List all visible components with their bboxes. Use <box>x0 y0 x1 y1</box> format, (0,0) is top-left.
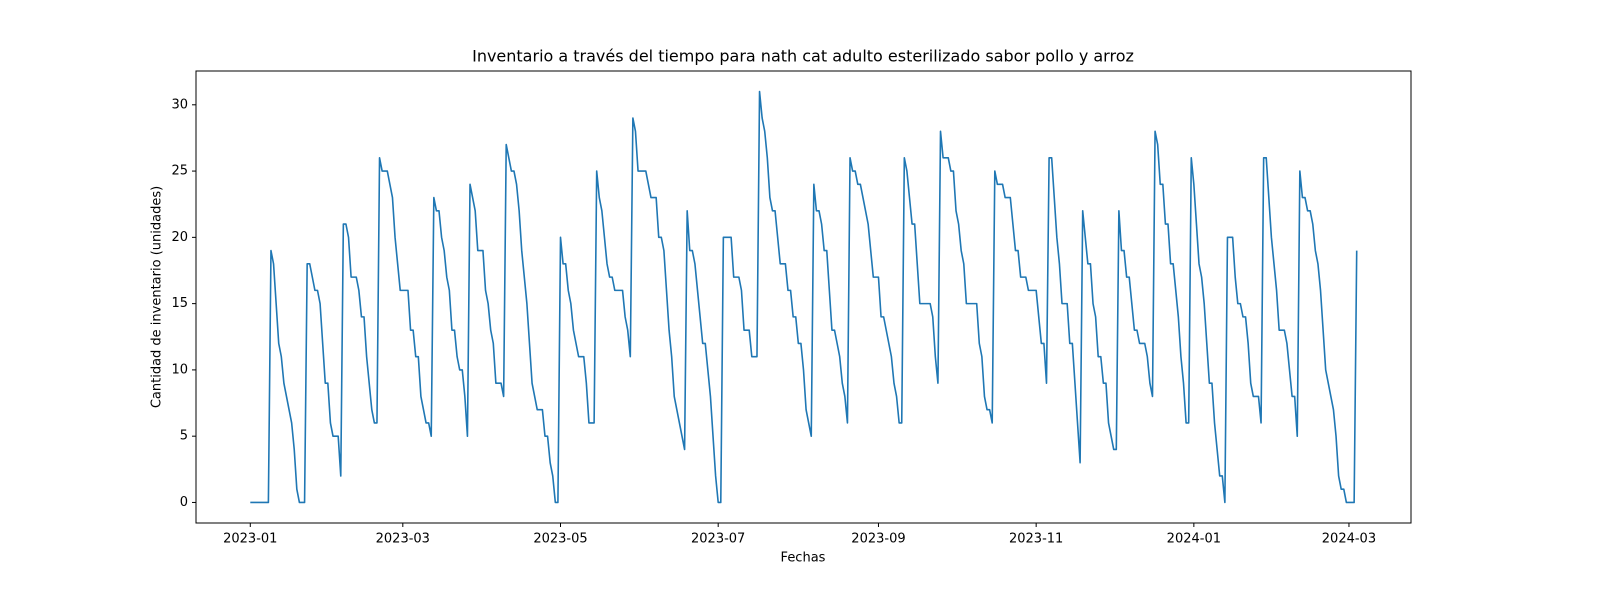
y-tick-label: 25 <box>171 164 188 179</box>
plot-frame <box>195 70 1412 524</box>
x-tick-label: 2023-01 <box>223 532 277 547</box>
x-tick-label: 2023-09 <box>851 532 905 547</box>
x-axis-label: Fechas <box>781 551 826 566</box>
data-line <box>250 90 1358 504</box>
y-axis-label: Cantidad de inventario (unidades) <box>150 186 165 408</box>
x-tick-label: 2024-03 <box>1322 532 1376 547</box>
x-tick-label: 2023-07 <box>691 532 745 547</box>
x-tick-label: 2023-05 <box>533 532 587 547</box>
y-tick-label: 30 <box>171 97 188 112</box>
y-tick-label: 20 <box>171 230 188 245</box>
y-tick-label: 0 <box>180 495 188 510</box>
y-tick-label: 10 <box>171 362 188 377</box>
x-tick-label: 2023-11 <box>1009 532 1063 547</box>
chart-title: Inventario a través del tiempo para nath… <box>472 47 1134 66</box>
y-tick-label: 15 <box>171 296 188 311</box>
x-tick-label: 2024-01 <box>1167 532 1221 547</box>
y-tick-label: 5 <box>180 429 188 444</box>
x-tick-label: 2023-03 <box>376 532 430 547</box>
